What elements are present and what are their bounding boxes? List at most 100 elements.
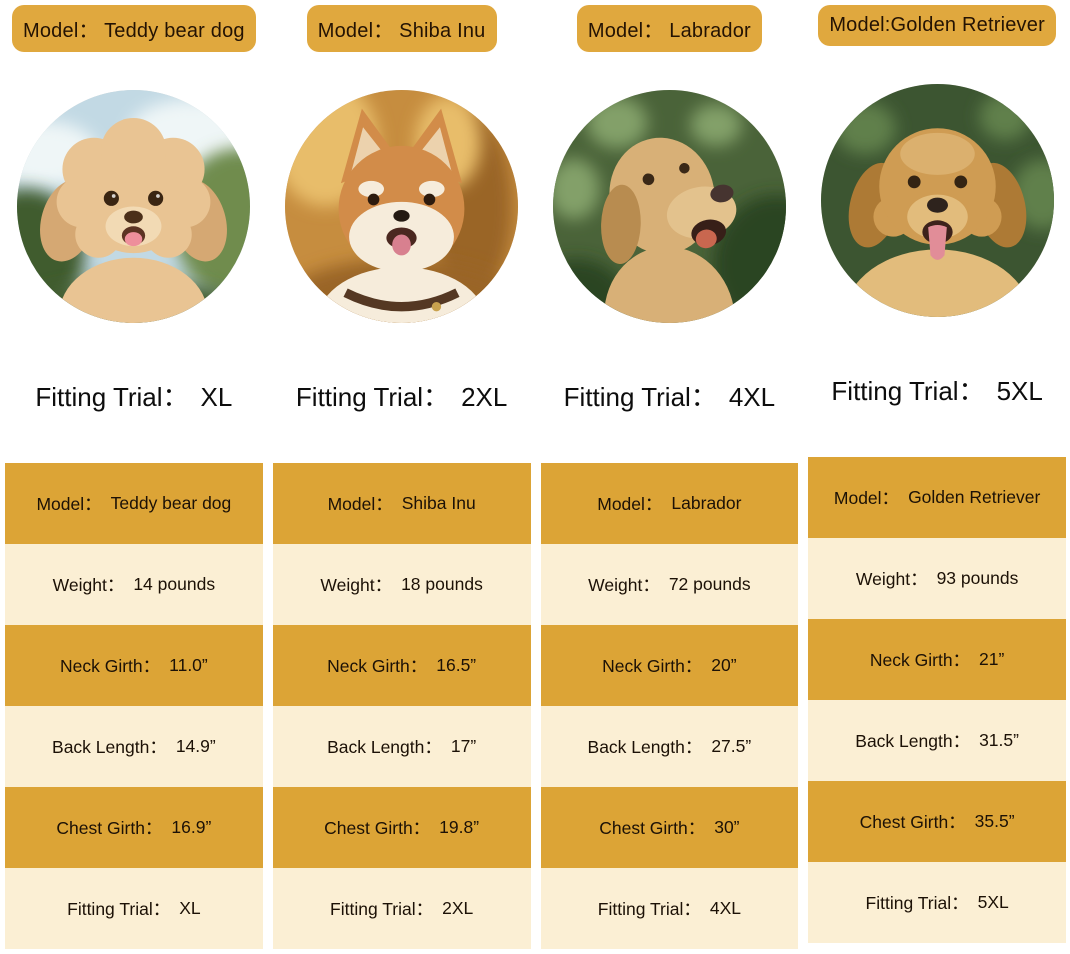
cell-value: XL: [179, 898, 201, 918]
cell-label: Model：: [327, 494, 393, 514]
fitting-trial-label: Fitting Trial：: [563, 382, 717, 412]
cell-value: 4XL: [709, 898, 741, 918]
cell-label: Model：: [597, 494, 663, 514]
table-row: Chest Girth： 16.9”: [5, 787, 263, 868]
cell-label: Back Length：: [327, 737, 442, 757]
model-badge-teddy-bear-dog: Model： Teddy bear dog: [12, 5, 256, 52]
cell-value: 19.8”: [439, 817, 480, 837]
cell-value: Teddy bear dog: [110, 493, 232, 513]
cell-label: Weight：: [855, 569, 928, 589]
cell-value: 18 pounds: [401, 574, 483, 594]
cell-label: Weight：: [320, 575, 393, 595]
cell-label: Back Length：: [855, 731, 971, 751]
cell-label: Fitting Trial：: [865, 893, 969, 913]
breed-column-teddy-bear-dog: Model： Teddy bear dog Fitting Trial： XL M…: [5, 5, 263, 949]
cell-label: Model：: [36, 494, 102, 514]
cell-value: 16.9”: [171, 817, 212, 837]
cell-value: 30”: [714, 817, 740, 837]
dog-photo-teddy-bear-dog: [17, 90, 251, 323]
table-row: Model： Labrador: [540, 463, 799, 544]
table-row: Fitting Trial： XL: [5, 868, 263, 949]
table-row: Neck Girth： 11.0”: [5, 625, 263, 706]
cell-value: 31.5”: [979, 730, 1019, 750]
table-row: Back Length： 31.5”: [808, 700, 1066, 781]
cell-label: Weight：: [52, 575, 125, 595]
cell-value: 93 pounds: [936, 568, 1019, 588]
cell-label: Neck Girth：: [60, 656, 161, 676]
table-row: Chest Girth： 35.5”: [808, 781, 1066, 862]
shiba-inu-photo-illustration: [285, 90, 519, 323]
table-row: Back Length： 27.5”: [540, 706, 799, 787]
size-table-golden-retriever: Model： Golden Retriever Weight： 93 pounds Ne…: [808, 457, 1066, 943]
breed-column-labrador: Model： Labrador Fitting Trial： 4XL Model：…: [540, 5, 799, 949]
fitting-trial-value: 4XL: [728, 382, 776, 412]
size-table-shiba-inu: Model： Shiba Inu Weight： 18 pounds Neck Girt…: [272, 463, 531, 949]
table-row: Weight： 18 pounds: [272, 544, 531, 625]
model-badge-label: Model： Labrador: [587, 20, 751, 42]
model-badge-label: Model： Shiba Inu: [317, 20, 486, 42]
fitting-trial-line: Fitting Trial： XL: [35, 381, 232, 413]
fitting-trial-line: Fitting Trial： 5XL: [831, 375, 1042, 407]
cell-value: 5XL: [977, 892, 1009, 912]
table-row: Back Length： 17”: [272, 706, 531, 787]
model-badge-label: Model:Golden Retriever: [829, 14, 1045, 36]
model-badge-label: Model： Teddy bear dog: [23, 20, 245, 42]
table-row: Back Length： 14.9”: [5, 706, 263, 787]
table-row: Chest Girth： 30”: [540, 787, 799, 868]
cell-value: 17”: [450, 736, 477, 756]
model-badge-shiba-inu: Model： Shiba Inu: [306, 5, 497, 52]
cell-value: 35.5”: [974, 811, 1015, 831]
cell-value: 21”: [979, 649, 1005, 669]
cell-label: Neck Girth：: [327, 656, 428, 676]
dog-photo-labrador: [552, 90, 786, 323]
fitting-trial-value: XL: [200, 382, 233, 412]
table-row: Chest Girth： 19.8”: [272, 787, 531, 868]
fitting-trial-label: Fitting Trial：: [295, 382, 450, 412]
cell-value: 14.9”: [175, 736, 216, 756]
table-row: Model： Shiba Inu: [272, 463, 531, 544]
table-row: Weight： 93 pounds: [808, 538, 1066, 619]
cell-value: 2XL: [442, 898, 474, 918]
cell-label: Back Length：: [52, 737, 167, 757]
dog-photo-golden-retriever: [820, 84, 1054, 317]
table-row: Model： Teddy bear dog: [5, 463, 263, 544]
cell-label: Chest Girth：: [599, 818, 706, 838]
cell-value: Labrador: [671, 493, 742, 513]
table-row: Neck Girth： 20”: [540, 625, 799, 706]
cell-label: Model：: [833, 488, 900, 508]
table-row: Weight： 72 pounds: [540, 544, 799, 625]
cell-value: 27.5”: [711, 736, 752, 756]
cell-label: Neck Girth：: [602, 656, 703, 676]
fitting-trial-line: Fitting Trial： 2XL: [296, 381, 507, 413]
dog-photo-shiba-inu: [285, 90, 519, 323]
cell-label: Back Length：: [587, 737, 703, 757]
fitting-trial-line: Fitting Trial： 4XL: [564, 381, 775, 413]
cell-value: 72 pounds: [668, 574, 751, 594]
golden-retriever-photo-illustration: [820, 84, 1054, 317]
teddy-bear-dog-photo-illustration: [17, 90, 251, 323]
cell-value: 14 pounds: [133, 574, 216, 594]
cell-label: Chest Girth：: [324, 818, 431, 838]
cell-label: Weight：: [588, 575, 660, 595]
fitting-trial-value: 2XL: [461, 382, 508, 412]
table-row: Fitting Trial： 2XL: [272, 868, 531, 949]
size-table-teddy-bear-dog: Model： Teddy bear dog Weight： 14 pounds Neck…: [5, 463, 263, 949]
cell-label: Neck Girth：: [869, 650, 971, 670]
fitting-trial-label: Fitting Trial：: [831, 376, 985, 406]
cell-label: Fitting Trial：: [67, 899, 171, 919]
model-badge-golden-retriever: Model:Golden Retriever: [818, 5, 1056, 46]
breed-column-shiba-inu: Model： Shiba Inu Fitting Trial： 2XL Model…: [272, 5, 531, 949]
cell-value: Shiba Inu: [401, 493, 476, 513]
fitting-trial-value: 5XL: [996, 376, 1043, 406]
cell-label: Chest Girth：: [56, 818, 163, 838]
breed-column-golden-retriever: Model:Golden Retriever Fitting Trial： 5XL…: [808, 5, 1066, 949]
labrador-photo-illustration: [552, 90, 786, 323]
model-badge-labrador: Model： Labrador: [576, 5, 762, 52]
cell-value: 11.0”: [169, 655, 208, 675]
cell-label: Fitting Trial：: [597, 899, 701, 919]
table-row: Model： Golden Retriever: [808, 457, 1066, 538]
cell-value: 20”: [711, 655, 737, 675]
cell-value: Golden Retriever: [908, 487, 1041, 507]
fitting-trial-label: Fitting Trial：: [35, 382, 189, 412]
